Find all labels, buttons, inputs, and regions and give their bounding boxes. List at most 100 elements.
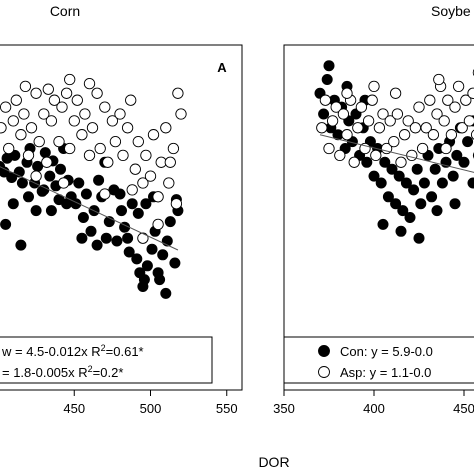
corn-series1-point [152, 191, 164, 203]
corn-series1-point [106, 115, 119, 127]
corn-series0-point [157, 249, 169, 261]
corn-series0-point [126, 198, 138, 210]
soybean-series1-point [456, 122, 468, 134]
soybean-series1-point [377, 108, 389, 120]
legend-entry-label: Asp: y = 1.1-0.0 [340, 365, 431, 380]
soybean-series0-point [404, 212, 416, 224]
soybean-series1-point [316, 122, 328, 134]
corn-series0-point [116, 205, 128, 217]
soybean-series0-point [323, 60, 335, 72]
soybean-series0-point [436, 177, 448, 189]
corn-series1-point [114, 108, 126, 120]
corn-series1-point [163, 177, 175, 189]
soybean-series0-point [368, 170, 380, 182]
soybean-series1-point [433, 73, 445, 86]
soybean-series1-point [416, 142, 429, 155]
corn-series1-point [129, 163, 141, 175]
soybean-series0-point [375, 177, 387, 189]
corn-series1-point [57, 177, 70, 189]
corn-series1-point [64, 73, 76, 86]
corn-series1-point [25, 122, 38, 134]
corn-series1-point [42, 83, 54, 95]
corn-series1-point [56, 101, 68, 113]
soybean-series0-point [415, 198, 427, 210]
soybean-series0-point [390, 198, 402, 210]
corn-series0-point [131, 253, 143, 265]
soybean-series0-point [447, 170, 459, 182]
soybean-series1-point [373, 122, 386, 134]
soybean-series1-point [326, 115, 339, 127]
soybean-series1-point [388, 135, 400, 148]
corn-series0-point [141, 260, 153, 272]
soybean-series1-point [384, 115, 396, 127]
corn-series1-point [0, 122, 7, 134]
corn-series1-point [126, 184, 138, 196]
corn-series1-point [102, 156, 114, 168]
corn-series0-point [22, 191, 34, 203]
corn-series1-point [132, 135, 144, 148]
corn-series0-point [0, 166, 10, 178]
corn-series1-point [10, 94, 22, 106]
corn-series1-point [109, 135, 122, 148]
soybean-series1-point [413, 101, 425, 113]
soybean-series1-point [470, 129, 474, 140]
corn-series0-point [45, 205, 57, 217]
corn-series0-point [44, 170, 56, 182]
corn-series1-point [137, 177, 149, 189]
corn-series1-point [175, 108, 187, 120]
soybean-series1-point [431, 108, 443, 120]
corn-series0-point [30, 205, 42, 217]
corn-series1-point [30, 87, 42, 99]
corn-series0-point [85, 225, 97, 237]
corn-series1-point [117, 149, 129, 162]
corn-series1-point [99, 101, 111, 113]
corn-series0-point [140, 198, 152, 210]
x-tick-label: 400 [363, 401, 385, 416]
corn-series1-point [38, 108, 50, 120]
soybean-legend: Con: y = 5.9-0.0 Asp: y = 1.1-0.0 [283, 336, 474, 384]
soybean-series0-point [411, 163, 423, 175]
legend-box [0, 336, 213, 384]
corn-series0-point [160, 287, 172, 299]
corn-points [0, 73, 187, 299]
soybean-series1-point [362, 115, 375, 127]
corn-series1-point [64, 142, 76, 155]
soybean-series1-point [337, 108, 350, 120]
legend-marker [318, 345, 330, 357]
soybean-trend-line [319, 134, 474, 173]
legend-entry-label: Con: y = 5.9-0.0 [340, 344, 433, 359]
soybean-series0-point [429, 163, 441, 175]
corn-series1-point [48, 94, 61, 106]
soybean-series0-point [379, 156, 391, 168]
soybean-series0-point [426, 191, 438, 203]
corn-series1-point [83, 77, 96, 90]
legend-marker [318, 366, 330, 378]
corn-series1-point [121, 122, 134, 134]
corn-legend: w = 4.5-0.012x R2=0.61* = 1.8-0.005x R2=0… [0, 336, 213, 384]
soybean-series1-point [460, 94, 472, 106]
corn-panel-label: A [217, 60, 227, 75]
corn-series1-point [152, 218, 164, 231]
soybean-series0-point [318, 108, 330, 120]
soybean-series0-point [386, 163, 398, 175]
corn-series0-point [123, 246, 135, 258]
x-tick-label: 500 [140, 401, 162, 416]
soybean-series1-point [449, 101, 461, 113]
x-tick-label: 450 [63, 401, 85, 416]
corn-series0-point [80, 188, 92, 200]
soybean-series1-point [442, 94, 454, 106]
soybean-series1-point [445, 129, 458, 141]
soybean-series0-point [377, 218, 389, 230]
x-tick-label: 350 [273, 401, 295, 416]
corn-series1-point [137, 232, 149, 244]
soybean-series1-point [398, 129, 411, 141]
corn-series0-point [39, 147, 51, 159]
soybean-series1-point [424, 94, 436, 106]
soybean-series0-point [408, 184, 420, 196]
corn-series0-point [91, 239, 103, 251]
soybean-series0-point [400, 177, 412, 189]
soybean-series1-point [370, 149, 382, 162]
soybean-series0-point [431, 205, 443, 217]
soybean-series1-point [427, 129, 440, 141]
soybean-series0-point [462, 136, 474, 148]
